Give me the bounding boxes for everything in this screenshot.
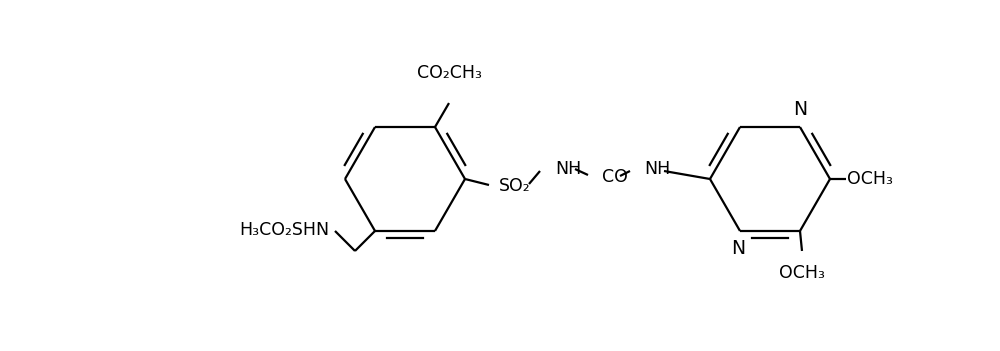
Text: CO₂CH₃: CO₂CH₃ [417, 64, 482, 82]
Text: H₃CO₂SHN: H₃CO₂SHN [239, 221, 329, 239]
Text: OCH₃: OCH₃ [779, 264, 825, 282]
Text: N: N [731, 239, 745, 258]
Text: NH: NH [644, 160, 670, 178]
Text: SO₂: SO₂ [499, 177, 531, 195]
Text: CO: CO [602, 168, 628, 186]
Text: N: N [793, 100, 807, 119]
Text: NH: NH [555, 160, 581, 178]
Text: OCH₃: OCH₃ [847, 170, 893, 188]
